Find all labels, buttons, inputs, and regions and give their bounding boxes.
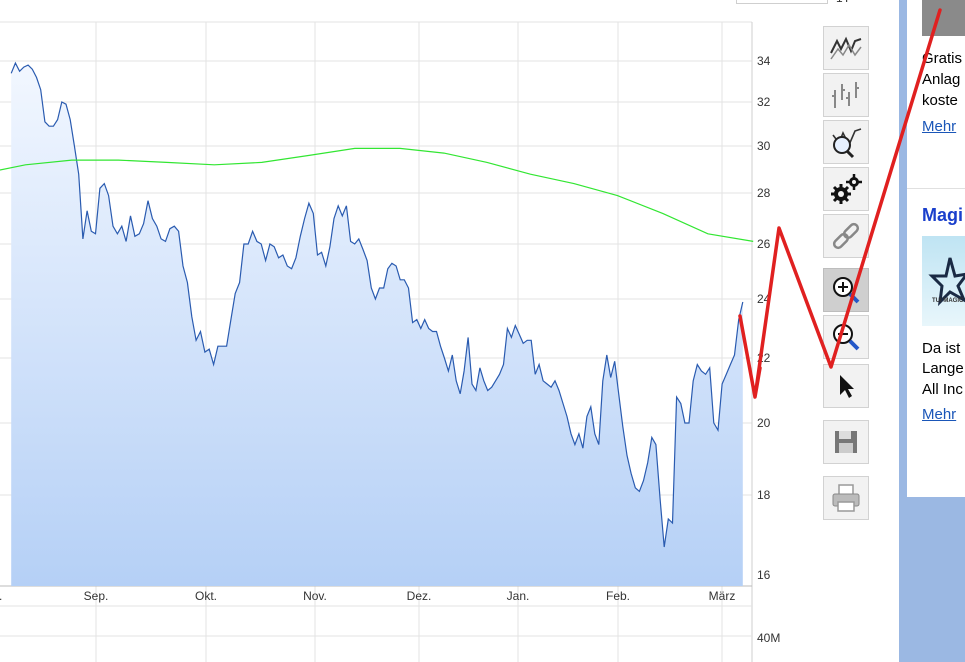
zoom-in-button[interactable] (823, 268, 869, 312)
line-chart-button[interactable] (823, 26, 869, 70)
link-button[interactable] (823, 214, 869, 258)
save-button[interactable] (823, 420, 869, 464)
ad2-text-line2: Lange (922, 360, 964, 377)
chart-magnifier-icon (832, 128, 862, 159)
y-tick-label: 26 (757, 237, 771, 251)
floppy-disk-icon (835, 431, 857, 453)
y-axis-labels: 16 18 20 22 24 26 28 30 32 34 (757, 54, 771, 582)
x-tick-label: Aug. (0, 589, 2, 603)
gears-icon (831, 174, 862, 204)
star-logo-icon (928, 257, 965, 307)
timeframe-label: 1Y (836, 0, 851, 5)
ad2-image-caption: TUI MAGIC (932, 298, 964, 304)
pointer-button[interactable] (823, 364, 869, 408)
ad1-more-link[interactable]: Mehr (922, 118, 957, 135)
settings-button[interactable] (823, 167, 869, 211)
zoom-out-icon (833, 324, 860, 351)
ad2-image[interactable]: TUI MAGIC (922, 236, 965, 326)
cursor-icon (840, 375, 854, 398)
x-tick-label: März (709, 589, 736, 603)
x-tick-label: Jan. (507, 589, 530, 603)
chain-link-icon (832, 222, 860, 250)
print-button[interactable] (823, 476, 869, 520)
ad2-title-link[interactable]: Magi (922, 205, 964, 225)
moving-average-line (0, 147, 754, 242)
volume-axis-label: 40M (757, 631, 780, 645)
x-tick-label: Okt. (195, 589, 217, 603)
y-tick-label: 16 (757, 568, 771, 582)
bar-chart-button[interactable] (823, 73, 869, 117)
ad2-text-line3: All Inc (922, 381, 963, 398)
x-tick-label: Sep. (84, 589, 109, 603)
ad1-text-line2: Anlag (922, 71, 961, 88)
price-area-fill (11, 63, 743, 587)
y-tick-label: 28 (757, 186, 771, 200)
sidebar-divider (907, 188, 965, 189)
ad1-text-line1: Gratis (922, 50, 963, 67)
y-tick-label: 20 (757, 416, 771, 430)
ad1-text-line3: koste (922, 92, 958, 109)
printer-icon (832, 484, 860, 512)
ohlc-bars-icon (832, 82, 859, 108)
y-tick-label: 34 (757, 54, 771, 68)
y-tick-label: 30 (757, 139, 771, 153)
y-tick-label: 22 (757, 351, 771, 365)
x-tick-label: Dez. (407, 589, 432, 603)
zoom-out-button[interactable] (823, 315, 869, 359)
timeframe-field[interactable] (736, 0, 828, 4)
ad-image-top[interactable] (922, 0, 965, 36)
x-axis-labels: Aug. Sep. Okt. Nov. Dez. Jan. Feb. März (0, 589, 735, 603)
zoom-in-icon (833, 277, 860, 304)
line-chart-icon (830, 36, 862, 60)
price-line (10, 61, 744, 548)
x-tick-label: Nov. (303, 589, 327, 603)
indicator-search-button[interactable] (823, 120, 869, 164)
ad2-text-line1: Da ist (922, 340, 961, 357)
x-tick-label: Feb. (606, 589, 630, 603)
sidebar-panel: Gratis Anlag koste Mehr Magi TUI MAGIC D… (907, 0, 965, 497)
y-tick-label: 24 (757, 292, 771, 306)
y-tick-label: 18 (757, 488, 771, 502)
y-tick-label: 32 (757, 95, 771, 109)
ad2-more-link[interactable]: Mehr (922, 406, 957, 423)
